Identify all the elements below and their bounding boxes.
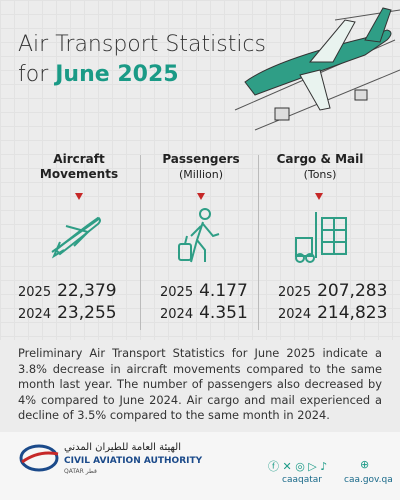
column-header: Aircraft Movements — [18, 152, 140, 182]
stat-row: 2024 23,255 — [18, 302, 117, 326]
cargo-icon — [295, 212, 347, 263]
stat-row: 2024 214,823 — [278, 302, 387, 326]
footer — [0, 432, 400, 500]
column-divider — [140, 155, 141, 330]
stat-row: 2025 22,379 — [18, 280, 117, 304]
column-title: Aircraft Movements — [39, 152, 119, 181]
column-unit: (Tons) — [303, 168, 337, 181]
org-english: CIVIL AVIATION AUTHORITY — [64, 456, 203, 466]
title-highlight: June 2025 — [55, 62, 179, 87]
title-text: Air Transport Statistics — [18, 32, 266, 57]
stat-row: 2025 207,283 — [278, 280, 387, 304]
stat-year: 2025 — [18, 285, 52, 300]
org-country: QATAR قطر — [64, 468, 97, 475]
social-icons: ⓕ ✕ ◎ ▷ ♪ — [268, 460, 328, 473]
plane-icon — [51, 216, 101, 259]
stat-year: 2025 — [160, 285, 194, 300]
down-triangle — [197, 193, 205, 200]
title: Air Transport Statistics for June 2025 — [18, 30, 266, 90]
stat-value: 207,283 — [317, 281, 388, 301]
stat-value: 23,255 — [57, 303, 117, 323]
stat-value: 4.177 — [199, 281, 248, 301]
column-divider — [258, 155, 259, 330]
title-for: for — [18, 62, 49, 87]
column-header: Cargo & Mail (Tons) — [258, 152, 382, 182]
stat-value: 214,823 — [317, 303, 388, 323]
stat-year: 2024 — [160, 307, 194, 322]
stat-row: 2024 4.351 — [160, 302, 248, 326]
column-header: Passengers (Million) — [140, 152, 262, 182]
logo — [19, 444, 59, 472]
social-handle[interactable]: caaqatar — [282, 475, 322, 485]
stat-year: 2024 — [278, 307, 312, 322]
passenger-icon — [178, 208, 220, 263]
stat-year: 2024 — [18, 307, 52, 322]
column-title: Cargo & Mail — [276, 152, 364, 166]
column-title: Passengers — [162, 152, 240, 166]
website[interactable]: caa.gov.qa — [344, 475, 393, 485]
web-icon: ⊕ — [360, 458, 370, 471]
down-triangle — [315, 193, 323, 200]
plane-illustration — [234, 7, 400, 131]
stat-year: 2025 — [278, 285, 312, 300]
down-triangle — [75, 193, 83, 200]
column-unit: (Million) — [179, 168, 223, 181]
stat-value: 4.351 — [199, 303, 248, 323]
org-arabic: الهيئة العامة للطيران المدني — [64, 442, 181, 453]
stat-value: 22,379 — [57, 281, 117, 301]
summary-text: Preliminary Air Transport Statistics for… — [18, 346, 382, 422]
stat-row: 2025 4.177 — [160, 280, 248, 304]
